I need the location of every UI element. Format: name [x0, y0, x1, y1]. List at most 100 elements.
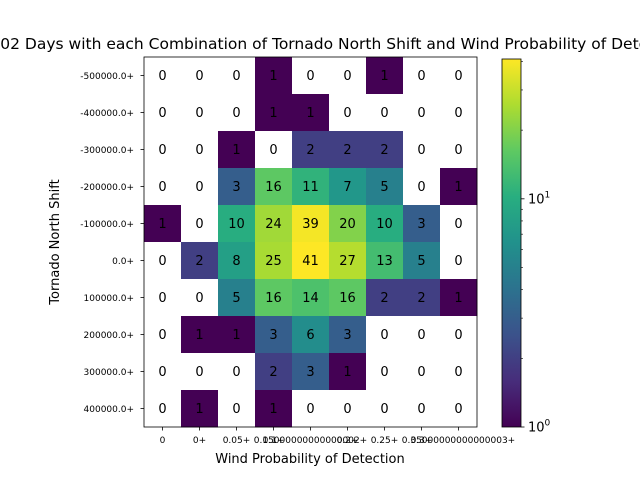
- heatmap-cell-label: 0: [195, 365, 203, 380]
- heatmap-cell-label: 0: [232, 365, 240, 380]
- x-axis-title: Wind Probability of Detection: [215, 452, 404, 467]
- heatmap-cell: [403, 279, 441, 317]
- heatmap-cell: [292, 57, 330, 95]
- heatmap-cell-label: 1: [269, 402, 277, 417]
- heatmap-cell-label: 0: [454, 217, 462, 232]
- heatmap-cell: [181, 168, 219, 206]
- heatmap-cell-label: 3: [269, 328, 277, 343]
- heatmap-cell: [440, 279, 478, 317]
- heatmap-cell: [144, 168, 182, 206]
- heatmap-cell: [218, 242, 256, 280]
- colorbar-gradient: [501, 58, 522, 428]
- heatmap-cell: [218, 94, 256, 132]
- heatmap-cell: [255, 57, 293, 95]
- heatmap-cell-label: 1: [343, 365, 351, 380]
- heatmap-cell: [366, 168, 404, 206]
- heatmap-cell: [440, 131, 478, 169]
- x-tick-label: 0.25+: [371, 436, 399, 446]
- heatmap-cell: [255, 168, 293, 206]
- heatmap-cell: [144, 57, 182, 95]
- heatmap-cell-label: 0: [454, 143, 462, 158]
- heatmap-cell: [144, 205, 182, 243]
- heatmap-cell: [255, 131, 293, 169]
- heatmap-cell-label: 0: [454, 365, 462, 380]
- heatmap-cell-label: 7: [343, 180, 351, 195]
- heatmap-cell: [292, 94, 330, 132]
- x-tick-label: 0.35000000000000003+: [402, 436, 515, 446]
- heatmap-cell: [292, 131, 330, 169]
- heatmap-cell-label: 0: [454, 328, 462, 343]
- heatmap-cell: [440, 94, 478, 132]
- heatmap-cell: [329, 242, 367, 280]
- heatmap-cell: [218, 168, 256, 206]
- heatmap-cell-label: 0: [454, 69, 462, 84]
- heatmap-cell-label: 0: [306, 69, 314, 84]
- heatmap-cell-label: 0: [232, 106, 240, 121]
- heatmap-cell-label: 5: [232, 291, 240, 306]
- heatmap-cell: [403, 131, 441, 169]
- heatmap-cell-label: 0: [158, 69, 166, 84]
- heatmap-cell-label: 0: [158, 365, 166, 380]
- heatmap-cell-label: 1: [232, 143, 240, 158]
- heatmap-cell-label: 1: [269, 106, 277, 121]
- heatmap-cell-label: 0: [380, 365, 388, 380]
- heatmap-cell: [329, 168, 367, 206]
- heatmap-cell-label: 1: [269, 69, 277, 84]
- heatmap-cell: [403, 353, 441, 391]
- heatmap-cell-label: 11: [302, 180, 319, 195]
- heatmap-cell: [366, 57, 404, 95]
- heatmap-cell: [181, 390, 219, 428]
- heatmap-cell-label: 0: [380, 106, 388, 121]
- heatmap-cell-label: 0: [195, 180, 203, 195]
- heatmap-cell-label: 3: [343, 328, 351, 343]
- heatmap-cell-label: 0: [158, 291, 166, 306]
- y-axis-ticks: -500000.0+ -400000.0+ -300000.0+ -200000.0+…: [80, 72, 144, 415]
- heatmap-cell: [366, 242, 404, 280]
- heatmap-cell-label: 1: [195, 328, 203, 343]
- heatmap-cell-label: 0: [417, 180, 425, 195]
- heatmap-cell-label: 8: [232, 254, 240, 269]
- heatmap-cell-label: 3: [417, 217, 425, 232]
- heatmap-cell: [440, 353, 478, 391]
- heatmap-cell: [181, 353, 219, 391]
- y-tick-label: -500000.0+: [80, 72, 134, 82]
- heatmap-cell-label: 1: [232, 328, 240, 343]
- heatmap-cell: [181, 279, 219, 317]
- heatmap-cell: [403, 242, 441, 280]
- colorbar-ticks: 100 101: [521, 61, 551, 436]
- heatmap-cell-label: 2: [380, 291, 388, 306]
- heatmap-cell: [144, 242, 182, 280]
- heatmap-cell: [255, 353, 293, 391]
- heatmap-cell-label: 0: [417, 143, 425, 158]
- heatmap-cell-label: 0: [158, 106, 166, 121]
- heatmap-cell: [144, 353, 182, 391]
- heatmap-cell-label: 0: [269, 143, 277, 158]
- heatmap-cell: [255, 279, 293, 317]
- heatmap-cell: [440, 242, 478, 280]
- heatmap-cell-label: 0: [454, 106, 462, 121]
- heatmap-cell-label: 16: [265, 180, 282, 195]
- heatmap-cell-label: 10: [376, 217, 393, 232]
- colorbar-tick-label: 101: [528, 190, 550, 207]
- heatmap-cell: [403, 316, 441, 354]
- heatmap-cell: [403, 390, 441, 428]
- heatmap-cell: [292, 205, 330, 243]
- y-tick-label: 300000.0+: [84, 368, 134, 378]
- y-tick-label: 200000.0+: [84, 331, 134, 341]
- heatmap-cell: [366, 316, 404, 354]
- heatmap-cell-label: 2: [195, 254, 203, 269]
- y-tick-label: -200000.0+: [80, 183, 134, 193]
- x-tick-label: 0.15000000000000002+: [254, 436, 367, 446]
- heatmap-cell-label: 41: [302, 254, 319, 269]
- heatmap-cell-label: 0: [158, 328, 166, 343]
- heatmap-cell: [255, 316, 293, 354]
- heatmap-cell: [440, 57, 478, 95]
- y-tick-label: 100000.0+: [84, 294, 134, 304]
- heatmap-cell-label: 10: [228, 217, 245, 232]
- heatmap-cell: [218, 353, 256, 391]
- heatmap-cell: [218, 57, 256, 95]
- y-tick-label: 0.0+: [112, 257, 134, 267]
- heatmap-cell: [218, 390, 256, 428]
- heatmap-cell: [366, 390, 404, 428]
- heatmap-cell-label: 24: [265, 217, 282, 232]
